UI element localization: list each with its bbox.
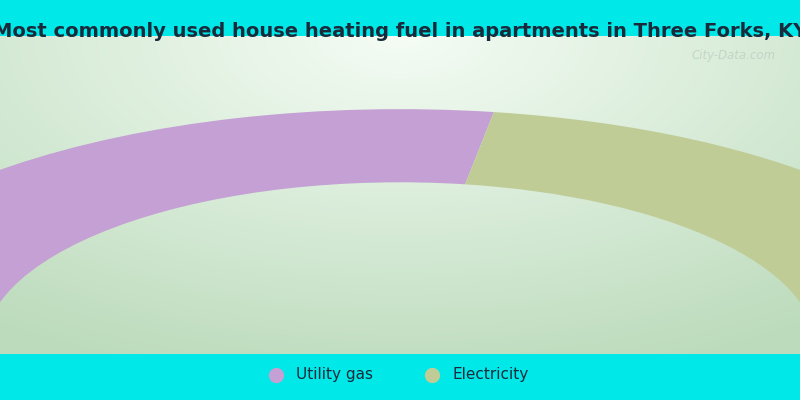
Wedge shape bbox=[465, 112, 800, 348]
Text: Most commonly used house heating fuel in apartments in Three Forks, KY: Most commonly used house heating fuel in… bbox=[0, 22, 800, 41]
Text: City-Data.com: City-Data.com bbox=[692, 49, 776, 62]
Text: Utility gas: Utility gas bbox=[296, 367, 373, 382]
Text: Electricity: Electricity bbox=[452, 367, 528, 382]
Wedge shape bbox=[0, 109, 494, 348]
